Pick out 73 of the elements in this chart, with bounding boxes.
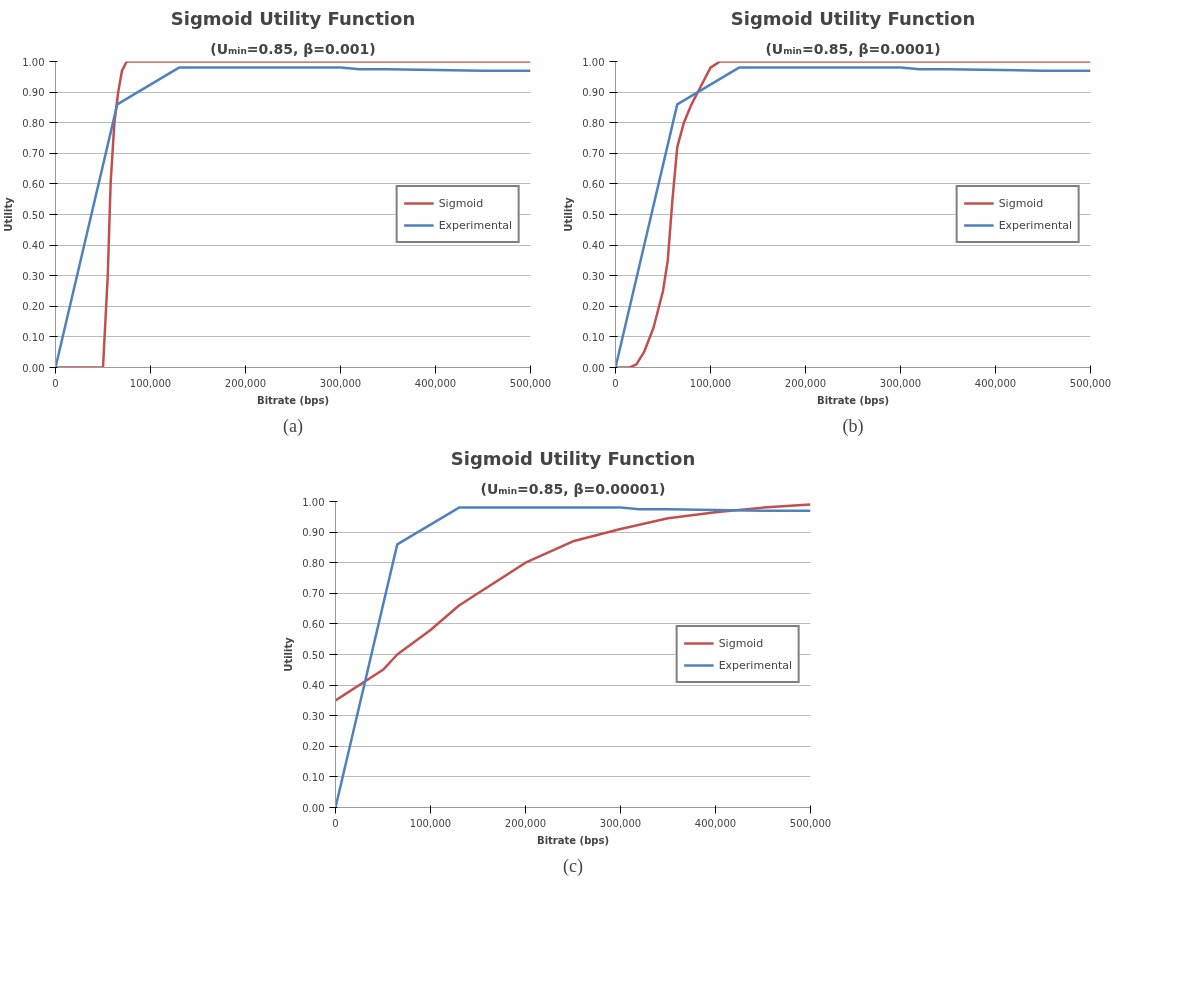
y-tick-label: 0.60 [22,178,45,190]
y-tick-label: 1.00 [302,496,325,508]
x-tick-label: 0 [332,817,339,829]
text: (a) [283,415,303,437]
y-tick-label: 0.00 [302,802,325,814]
y-tick-label: 0.70 [302,588,325,600]
y-tick-label: 0.20 [302,741,325,753]
legend-label: Experimental [718,658,792,672]
y-tick-label: 0.40 [582,240,605,252]
y-tick-label: 0.10 [22,331,45,343]
y-tick-label: 0.90 [302,527,325,539]
x-tick-label: 300,000 [879,377,922,389]
x-tick-label: 0 [612,377,619,389]
legend-label: Sigmoid [718,636,764,650]
chart-title: Sigmoid Utility Function [170,7,416,29]
y-tick-label: 0.60 [302,618,325,630]
y-tick-label: 0.90 [582,87,605,99]
y-tick-label: 0.10 [302,771,325,783]
x-tick-label: 500,000 [789,817,832,829]
legend-label: Sigmoid [998,196,1044,210]
x-tick-label: 100,000 [129,377,172,389]
legend-label: Sigmoid [438,196,484,210]
text: (b) [842,415,864,437]
y-tick-label: 0.30 [302,710,325,722]
x-tick-label: 400,000 [414,377,457,389]
y-tick-label: 1.00 [582,56,605,68]
x-tick-label: 200,000 [784,377,827,389]
chart-subtitle: (Uₘᵢₙ=0.85, β=0.001) [210,40,376,57]
y-tick-label: 0.50 [302,649,325,661]
x-tick-label: 100,000 [409,817,452,829]
x-tick-label: 400,000 [974,377,1017,389]
y-tick-label: 0.10 [582,331,605,343]
y-tick-label: 0.50 [22,209,45,221]
y-tick-label: 0.80 [22,117,45,129]
y-tick-label: 0.60 [582,178,605,190]
y-tick-label: 0.70 [582,148,605,160]
y-axis-title: Utility [3,196,15,232]
y-tick-label: 0.80 [582,117,605,129]
x-tick-label: 300,000 [319,377,362,389]
x-axis-title: Bitrate (bps) [257,394,329,406]
y-tick-label: 0.00 [582,362,605,374]
y-tick-label: 0.30 [22,270,45,282]
x-axis-title: Bitrate (bps) [817,394,889,406]
x-tick-label: 500,000 [1069,377,1112,389]
chart-title: Sigmoid Utility Function [730,7,976,29]
line-series [335,503,811,702]
y-tick-label: 0.00 [22,362,45,374]
y-tick-label: 0.20 [582,301,605,313]
x-tick-label: 100,000 [689,377,732,389]
y-tick-label: 0.50 [582,209,605,221]
chart-title: Sigmoid Utility Function [450,447,696,469]
x-tick-label: 200,000 [224,377,267,389]
chart-subtitle: (Uₘᵢₙ=0.85, β=0.00001) [480,480,666,497]
x-tick-label: 300,000 [599,817,642,829]
x-axis-title: Bitrate (bps) [537,834,609,846]
y-tick-label: 0.80 [302,557,325,569]
x-tick-label: 0 [52,377,59,389]
y-tick-label: 0.40 [22,240,45,252]
y-tick-label: 0.30 [582,270,605,282]
x-tick-label: 400,000 [694,817,737,829]
text: (c) [563,855,583,877]
y-tick-label: 0.90 [22,87,45,99]
chart-subtitle: (Uₘᵢₙ=0.85, β=0.0001) [765,40,941,57]
legend-label: Experimental [998,218,1072,232]
legend-label: Experimental [438,218,512,232]
y-tick-label: 1.00 [22,56,45,68]
y-tick-label: 0.70 [22,148,45,160]
y-axis-title: Utility [563,196,575,232]
y-tick-label: 0.20 [22,301,45,313]
y-tick-label: 0.40 [302,680,325,692]
y-axis-title: Utility [283,636,295,672]
x-tick-label: 500,000 [509,377,552,389]
x-tick-label: 200,000 [504,817,547,829]
